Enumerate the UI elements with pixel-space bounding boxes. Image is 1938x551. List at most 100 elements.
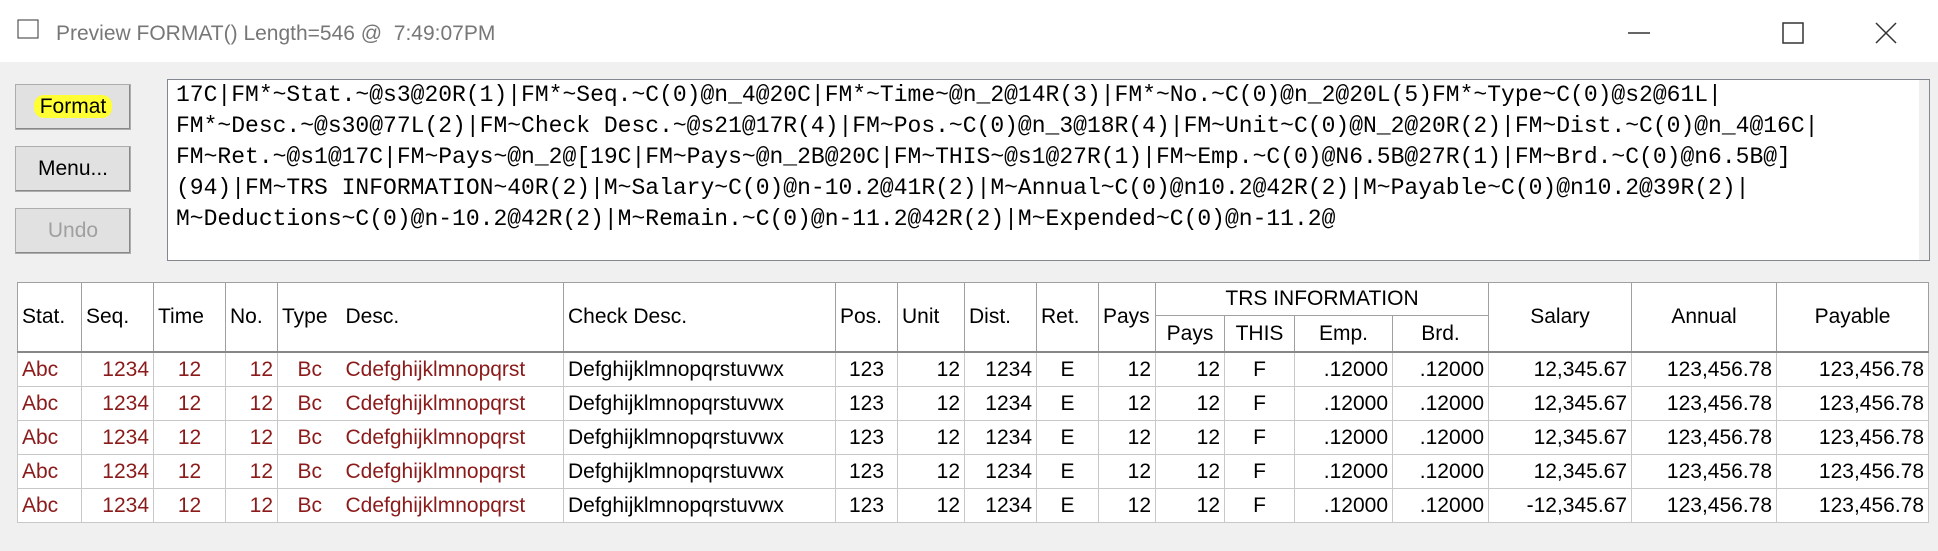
cell: 12 [225, 386, 278, 421]
cell: 12,345.67 [1488, 454, 1633, 489]
cell: 12 [1098, 488, 1156, 523]
cell: 12 [1155, 386, 1225, 421]
column-header: Pays [1098, 282, 1156, 353]
column-header: Seq. [81, 282, 154, 353]
scrollbar[interactable] [1919, 80, 1929, 260]
close[interactable] [1875, 22, 1897, 44]
maximize[interactable] [1782, 22, 1804, 44]
cell: 1234 [964, 488, 1037, 523]
group-header: TRS INFORMATION [1154, 282, 1490, 316]
cell: Cdefghijklmnopqrst [341, 488, 564, 523]
undo-button[interactable]: Undo [15, 208, 131, 254]
cell: 12 [1155, 488, 1225, 523]
cell: Defghijklmnopqrstuvwx [563, 351, 836, 387]
cell: 1234 [81, 488, 154, 523]
cell: 1234 [964, 386, 1037, 421]
cell: 12 [897, 420, 965, 455]
cell: E [1036, 420, 1099, 455]
title-icons [17, 19, 1897, 44]
cell: 12 [897, 454, 965, 489]
cell: 1234 [81, 386, 154, 421]
cell: 1234 [964, 420, 1037, 455]
cell: 12 [153, 420, 226, 455]
menu-button[interactable]: Menu... [15, 146, 131, 192]
cell: 12 [1098, 420, 1156, 455]
cell: 12 [1098, 351, 1156, 387]
cell: Cdefghijklmnopqrst [341, 351, 564, 387]
column-header: Payable [1776, 282, 1930, 353]
cell: .12000 [1294, 420, 1393, 455]
format-line: FM~Ret.~@s1@17C|FM~Pays~@n_2@[19C|FM~Pay… [176, 144, 1791, 170]
cell: 12 [225, 488, 278, 523]
column-header: Unit [897, 282, 965, 353]
cell: 12 [1155, 454, 1225, 489]
cell: F [1224, 420, 1295, 455]
cell: 123 [835, 420, 898, 455]
cell: Abc [17, 488, 82, 523]
cell: 123,456.78 [1776, 351, 1930, 387]
cell: 123,456.78 [1631, 420, 1778, 455]
cell: F [1224, 488, 1295, 523]
cell: .12000 [1391, 386, 1490, 421]
column-header: Time [153, 282, 226, 353]
cell: 123 [835, 454, 898, 489]
column-header: Type [277, 282, 342, 353]
data-row: Abc 1234 12 12 Bc Cdefghijklmnopqrst Defghijkl… [17, 351, 1930, 387]
cell: .12000 [1391, 351, 1490, 387]
format-line: (94)|FM~TRS INFORMATION~40R(2)|M~Salary~… [176, 175, 1750, 201]
cell: 123 [835, 386, 898, 421]
cell: .12000 [1294, 454, 1393, 489]
format-text[interactable]: 17C|FM*~Stat.~@s3@20R(1)|FM*~Seq.~C(0)@n… [167, 79, 1930, 261]
cell: 12,345.67 [1488, 420, 1633, 455]
cell: Cdefghijklmnopqrst [341, 386, 564, 421]
cell: 12,345.67 [1488, 386, 1633, 421]
cell: Defghijklmnopqrstuvwx [563, 420, 836, 455]
format-line: M~Deductions~C(0)@n-10.2@42R(2)|M~Remain… [176, 206, 1336, 232]
cell: E [1036, 454, 1099, 489]
cell: Bc [277, 420, 342, 455]
cell: E [1036, 386, 1099, 421]
data-row: Abc 1234 12 12 Bc Cdefghijklmnopqrst Defghijkl… [17, 454, 1930, 489]
column-header: No. [225, 282, 278, 353]
cell: Abc [17, 386, 82, 421]
format-line: FM*~Desc.~@s30@77L(2)|FM~Check Desc.~@s2… [176, 113, 1819, 139]
cell: Abc [17, 351, 82, 387]
cell: 123,456.78 [1776, 454, 1930, 489]
cell: Defghijklmnopqrstuvwx [563, 454, 836, 489]
cell: E [1036, 351, 1099, 387]
cell: 12 [153, 454, 226, 489]
cell: Cdefghijklmnopqrst [341, 454, 564, 489]
cell: .12000 [1391, 420, 1490, 455]
column-header: Pos. [835, 282, 898, 353]
cell: 12 [897, 386, 965, 421]
cell: 1234 [81, 420, 154, 455]
cell: .12000 [1294, 386, 1393, 421]
cell: 12 [1155, 420, 1225, 455]
cell: 123,456.78 [1631, 386, 1778, 421]
cell: 123,456.78 [1631, 454, 1778, 489]
cell: 12 [897, 488, 965, 523]
format-line: 17C|FM*~Stat.~@s3@20R(1)|FM*~Seq.~C(0)@n… [176, 82, 1722, 108]
cell: 12 [225, 420, 278, 455]
sub-header: Brd. [1391, 315, 1490, 353]
cell: Abc [17, 420, 82, 455]
format-label: Format [33, 95, 113, 118]
cell: Defghijklmnopqrstuvwx [563, 386, 836, 421]
cell: 12 [225, 454, 278, 489]
cell: Defghijklmnopqrstuvwx [563, 488, 836, 523]
cell: 1234 [81, 454, 154, 489]
cell: Bc [277, 386, 342, 421]
format-button[interactable]: Format [15, 84, 131, 130]
sub-header: Pays [1155, 315, 1225, 353]
title-bar: Preview FORMAT() Length=546 @ 7:49:07PM [0, 0, 1938, 62]
cell: 1234 [964, 351, 1037, 387]
data-row: Abc 1234 12 12 Bc Cdefghijklmnopqrst Defghijkl… [17, 420, 1930, 455]
preview-table: Stat. Seq. Time No. Type Desc. Check Desc. Pos.… [17, 282, 1930, 523]
cell: Bc [277, 454, 342, 489]
cell: 12,345.67 [1488, 351, 1633, 387]
cell: 123,456.78 [1631, 488, 1778, 523]
sub-header: THIS [1224, 315, 1295, 353]
column-header: Stat. [17, 282, 82, 353]
cell: 1234 [964, 454, 1037, 489]
